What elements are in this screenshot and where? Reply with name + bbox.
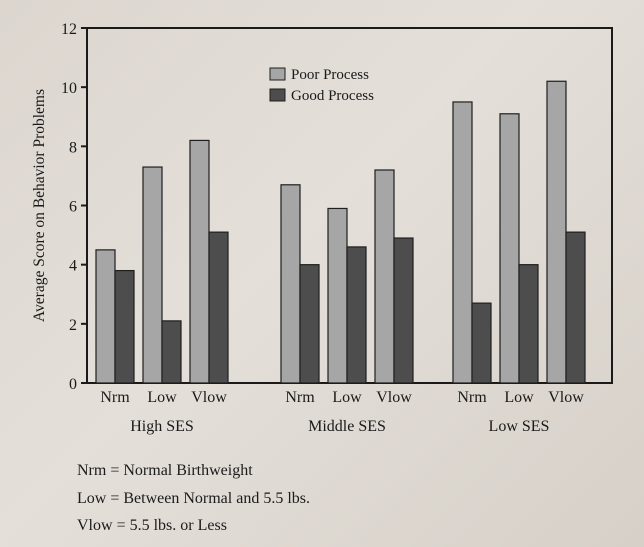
note-vlow: Vlow = 5.5 lbs. or Less	[77, 517, 227, 535]
bar-poor-high-ses-low	[142, 166, 163, 384]
bar-poor-middle-ses-low	[327, 207, 348, 384]
note-key: Low	[77, 490, 107, 507]
y-tick-label: 12	[61, 21, 77, 38]
bar-poor-middle-ses-nrm	[280, 184, 301, 384]
bar-good-high-ses-low	[161, 320, 182, 384]
y-tick-label: 4	[69, 258, 77, 275]
y-axis-title: Average Score on Behavior Problems	[31, 89, 48, 322]
x-group-label: Middle SES	[308, 418, 386, 435]
x-category-label: Nrm	[285, 389, 315, 406]
note-text: 5.5 lbs. or Less	[129, 517, 227, 534]
note-nrm: Nrm = Normal Birthweight	[77, 462, 253, 480]
bar-good-low-ses-nrm	[471, 302, 492, 384]
note-eq: =	[110, 490, 120, 507]
note-text: Between Normal and 5.5 lbs.	[123, 490, 310, 507]
y-tick-label: 10	[61, 80, 77, 97]
y-tick-label: 8	[69, 139, 77, 156]
legend-label: Good Process	[291, 88, 374, 104]
bar-good-high-ses-nrm	[114, 269, 135, 384]
x-category-label: Low	[147, 389, 177, 406]
y-tick-label: 2	[69, 317, 77, 334]
x-category-label: Vlow	[548, 389, 584, 406]
bar-poor-low-ses-low	[499, 113, 520, 384]
bar-poor-middle-ses-vlow	[374, 169, 395, 384]
note-text: Normal Birthweight	[123, 462, 253, 479]
x-category-label: Nrm	[457, 389, 487, 406]
x-category-label: Vlow	[191, 389, 227, 406]
bar-good-high-ses-vlow	[208, 231, 229, 384]
bar-good-middle-ses-low	[346, 246, 367, 384]
bar-poor-low-ses-nrm	[452, 101, 473, 384]
note-key: Vlow	[77, 517, 113, 534]
note-eq: =	[110, 462, 120, 479]
bar-good-middle-ses-vlow	[393, 237, 414, 384]
y-tick-label: 6	[69, 199, 77, 216]
x-group-label: High SES	[130, 418, 194, 435]
bar-poor-high-ses-nrm	[95, 249, 116, 384]
x-category-label: Low	[504, 389, 534, 406]
x-category-label: Low	[332, 389, 362, 406]
note-key: Nrm	[77, 462, 107, 479]
bar-good-low-ses-vlow	[565, 231, 586, 384]
legend-label: Poor Process	[291, 67, 369, 83]
bar-good-middle-ses-nrm	[299, 264, 320, 384]
note-eq: =	[116, 517, 126, 534]
legend-swatch	[269, 88, 286, 102]
bar-poor-low-ses-vlow	[546, 80, 567, 384]
x-group-label: Low SES	[489, 418, 550, 435]
x-category-label: Nrm	[100, 389, 130, 406]
x-category-label: Vlow	[376, 389, 412, 406]
y-tick-label: 0	[69, 376, 77, 393]
note-low: Low = Between Normal and 5.5 lbs.	[77, 490, 310, 508]
legend-swatch	[269, 67, 286, 81]
bar-good-low-ses-low	[518, 264, 539, 384]
bar-poor-high-ses-vlow	[189, 139, 210, 384]
